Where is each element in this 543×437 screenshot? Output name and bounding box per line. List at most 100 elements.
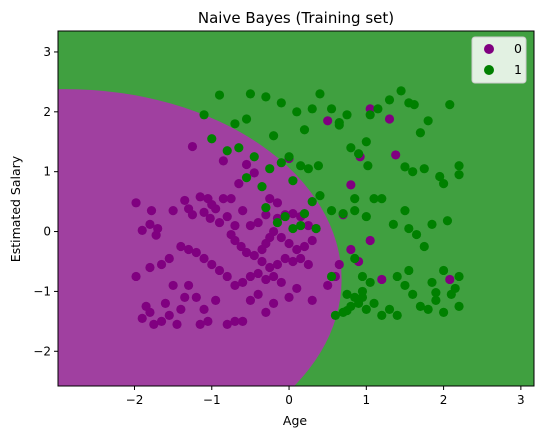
data-point-class-1 bbox=[261, 203, 271, 213]
data-point-class-0 bbox=[149, 319, 159, 329]
data-point-class-0 bbox=[284, 238, 294, 249]
data-point-class-0 bbox=[176, 304, 186, 314]
data-point-class-1 bbox=[315, 191, 325, 201]
data-point-class-1 bbox=[350, 253, 360, 264]
data-point-class-0 bbox=[230, 316, 240, 326]
data-point-class-0 bbox=[391, 150, 401, 160]
data-point-class-1 bbox=[276, 98, 286, 108]
data-point-class-1 bbox=[357, 292, 368, 302]
data-point-class-1 bbox=[249, 152, 259, 162]
data-point-class-1 bbox=[369, 194, 379, 204]
data-point-class-1 bbox=[400, 280, 410, 291]
data-point-class-0 bbox=[222, 271, 232, 282]
data-point-class-1 bbox=[326, 205, 337, 216]
data-point-class-1 bbox=[388, 219, 398, 229]
data-point-class-1 bbox=[292, 107, 302, 117]
data-point-class-0 bbox=[238, 205, 248, 216]
data-point-class-0 bbox=[253, 268, 263, 279]
data-point-class-1 bbox=[363, 161, 373, 171]
data-point-class-1 bbox=[207, 134, 217, 144]
data-point-class-0 bbox=[218, 156, 228, 166]
data-point-class-1 bbox=[427, 277, 437, 288]
data-point-class-0 bbox=[191, 247, 201, 258]
data-point-class-1 bbox=[400, 162, 410, 172]
y-tick-label: 3 bbox=[43, 45, 51, 59]
legend-label-1: 1 bbox=[514, 62, 522, 77]
data-point-class-1 bbox=[377, 194, 387, 204]
data-point-class-0 bbox=[334, 259, 344, 270]
data-point-class-1 bbox=[330, 310, 341, 320]
data-point-class-1 bbox=[326, 104, 337, 114]
data-point-class-0 bbox=[272, 259, 283, 270]
data-point-class-1 bbox=[419, 164, 429, 174]
data-point-class-1 bbox=[257, 182, 267, 192]
y-tick-label: −2 bbox=[33, 344, 51, 358]
data-point-class-1 bbox=[431, 288, 441, 298]
data-point-class-1 bbox=[214, 90, 225, 100]
data-point-class-1 bbox=[361, 304, 371, 314]
data-point-class-1 bbox=[353, 149, 364, 159]
data-point-class-1 bbox=[299, 208, 310, 219]
data-point-class-0 bbox=[241, 247, 252, 258]
data-point-class-0 bbox=[168, 280, 178, 291]
data-point-class-0 bbox=[284, 292, 294, 302]
data-point-class-1 bbox=[313, 161, 324, 171]
data-point-class-0 bbox=[137, 313, 147, 323]
data-point-class-0 bbox=[191, 292, 201, 302]
x-axis-label: Age bbox=[283, 413, 307, 428]
y-axis-ticks: −2 −1 0 1 2 3 bbox=[33, 45, 58, 358]
y-tick-label: 1 bbox=[43, 165, 51, 179]
x-tick-label: 3 bbox=[517, 393, 525, 407]
data-point-class-1 bbox=[454, 271, 464, 282]
data-point-class-1 bbox=[265, 164, 275, 174]
data-point-class-1 bbox=[365, 277, 375, 288]
data-point-class-0 bbox=[187, 210, 198, 220]
data-point-class-1 bbox=[438, 265, 449, 276]
data-point-class-1 bbox=[272, 217, 283, 228]
data-point-class-0 bbox=[276, 232, 286, 243]
data-point-class-1 bbox=[392, 271, 402, 282]
data-point-class-1 bbox=[288, 176, 298, 186]
data-point-class-0 bbox=[151, 230, 161, 240]
data-point-class-0 bbox=[203, 316, 213, 326]
data-point-class-0 bbox=[222, 211, 232, 222]
data-point-class-1 bbox=[408, 289, 418, 300]
x-axis-ticks: −2 −1 0 1 2 3 bbox=[126, 386, 525, 407]
data-point-class-0 bbox=[211, 295, 221, 305]
data-point-class-1 bbox=[299, 125, 310, 135]
legend-label-0: 0 bbox=[514, 41, 522, 56]
data-point-class-0 bbox=[183, 280, 194, 291]
data-point-class-1 bbox=[423, 116, 433, 126]
data-point-class-1 bbox=[296, 220, 306, 231]
data-point-class-0 bbox=[234, 179, 244, 189]
data-point-class-1 bbox=[404, 265, 414, 276]
data-point-class-0 bbox=[214, 217, 225, 228]
data-point-class-1 bbox=[435, 171, 445, 182]
data-point-class-0 bbox=[272, 198, 283, 208]
plot-area bbox=[58, 31, 534, 386]
data-point-class-0 bbox=[268, 271, 279, 282]
data-point-class-0 bbox=[218, 194, 228, 204]
data-point-class-1 bbox=[454, 170, 464, 180]
data-point-class-1 bbox=[307, 104, 317, 114]
data-point-class-1 bbox=[350, 205, 360, 216]
data-point-class-0 bbox=[187, 141, 198, 152]
data-point-class-0 bbox=[288, 208, 298, 219]
data-point-class-0 bbox=[195, 319, 205, 329]
plot-frame bbox=[57, 30, 535, 387]
data-point-class-1 bbox=[288, 223, 298, 234]
region-class-0 bbox=[58, 89, 342, 386]
data-point-class-1 bbox=[222, 146, 232, 156]
x-tick-label: −2 bbox=[126, 393, 144, 407]
data-point-class-1 bbox=[230, 119, 240, 129]
data-point-class-1 bbox=[438, 307, 449, 317]
data-point-class-1 bbox=[454, 301, 464, 311]
data-point-class-0 bbox=[303, 259, 313, 270]
data-point-class-1 bbox=[245, 89, 256, 99]
data-point-class-1 bbox=[241, 114, 252, 124]
data-point-class-0 bbox=[299, 241, 310, 252]
data-point-class-1 bbox=[261, 92, 271, 102]
data-point-class-0 bbox=[160, 298, 171, 308]
x-tick-label: 0 bbox=[285, 393, 293, 407]
data-point-class-0 bbox=[222, 319, 232, 329]
